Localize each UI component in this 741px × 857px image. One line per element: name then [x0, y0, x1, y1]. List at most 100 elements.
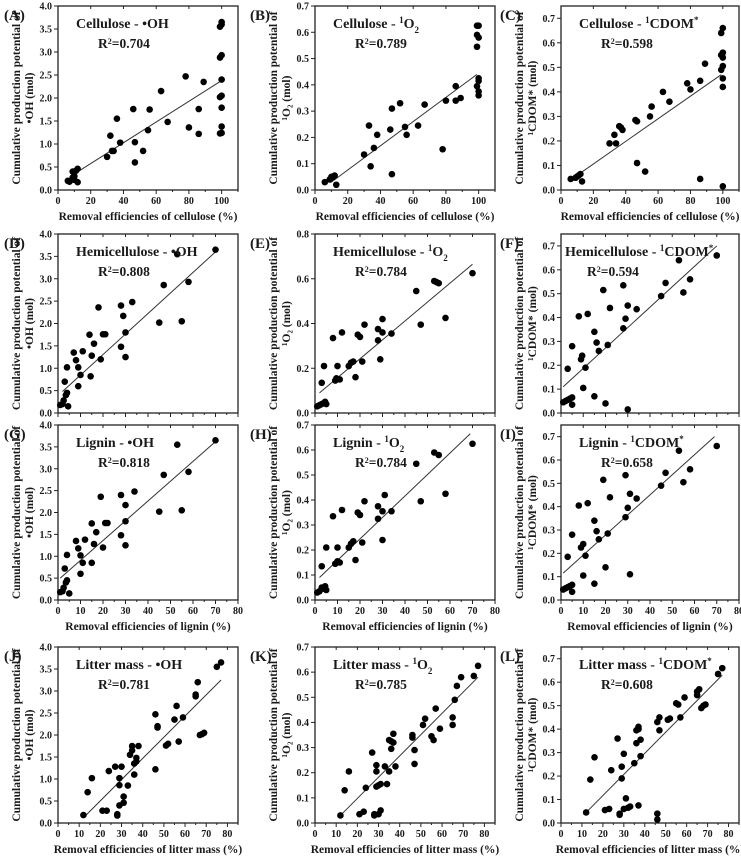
data-point — [120, 793, 127, 800]
data-point — [595, 347, 603, 355]
data-point — [575, 502, 583, 509]
x-tick-label: 70 — [468, 606, 478, 617]
data-point — [473, 82, 481, 90]
data-point — [417, 321, 425, 328]
title-main: Litter mass - — [333, 658, 412, 673]
data-point — [72, 537, 80, 545]
x-tick-label: 80 — [479, 829, 489, 840]
data-point — [101, 330, 109, 338]
panel-f: (F) 0.0 0.1 0.2 0.3 0.4 0.5 0.6 0.7 Cumulative pr… — [500, 233, 740, 420]
data-point — [411, 760, 418, 768]
data-point — [619, 126, 626, 134]
data-point — [635, 723, 642, 731]
y-tick-label: 0.3 — [543, 526, 556, 537]
y-tick-label: 0.5 — [543, 701, 556, 712]
x-tick-label: 80 — [724, 829, 734, 840]
r-squared-value: =0.789 — [369, 36, 407, 51]
y-axis-label-line2: ¹O₂ (mol) — [281, 712, 293, 757]
data-point — [432, 705, 440, 712]
y-tick-label: 2.5 — [40, 709, 53, 720]
x-tick-label: 70 — [703, 829, 713, 840]
data-point — [130, 771, 138, 778]
data-point — [587, 776, 594, 783]
data-point — [373, 761, 380, 769]
y-tick-label: 3.5 — [40, 665, 53, 676]
x-tick-label: 40 — [621, 196, 631, 207]
x-tick-label: 20 — [355, 606, 365, 617]
data-point — [103, 153, 111, 161]
x-tick-label: 60 — [653, 196, 663, 207]
data-point — [719, 83, 727, 91]
data-point — [719, 183, 727, 190]
title-species: O — [404, 17, 415, 32]
r-squared: R2=0.658 — [601, 455, 653, 470]
data-point — [178, 317, 186, 325]
data-point — [131, 488, 138, 495]
r-squared: R2=0.808 — [98, 264, 150, 279]
data-point — [419, 721, 427, 729]
data-point — [95, 304, 102, 311]
x-tick-label: 40 — [645, 606, 655, 617]
y-tick-label: 0.5 — [297, 693, 310, 704]
regression-line — [83, 679, 222, 819]
r-squared-value: =0.594 — [601, 264, 639, 279]
r-squared-value: =0.658 — [615, 455, 653, 470]
data-point — [622, 513, 629, 521]
x-tick-label: 70 — [201, 829, 211, 840]
r-squared-symbol: R — [601, 36, 611, 51]
y-axis-label-line2: •OH (mol) — [24, 709, 36, 760]
y-tick-label: 1.5 — [40, 341, 53, 352]
y-tick-label: 0.1 — [543, 161, 556, 172]
data-point — [414, 122, 422, 129]
regression-line — [576, 74, 722, 176]
data-point — [474, 662, 482, 670]
x-tick-label: 40 — [118, 196, 128, 207]
data-point — [103, 807, 111, 814]
x-tick-label: 30 — [117, 829, 127, 840]
r-squared: R2=0.784 — [355, 264, 407, 279]
data-point — [457, 94, 464, 102]
y-tick-label: 0.5 — [40, 574, 53, 585]
x-tick-label: 40 — [138, 829, 148, 840]
y-tick-label: 0.0 — [297, 819, 310, 830]
data-point — [213, 663, 221, 671]
data-point — [719, 75, 727, 82]
data-point — [331, 172, 338, 179]
data-point — [120, 799, 127, 807]
data-point — [171, 716, 178, 723]
r-squared-value: =0.598 — [615, 36, 653, 51]
data-point — [435, 279, 443, 287]
data-point — [606, 304, 614, 312]
y-tick-label: 1.0 — [40, 775, 53, 786]
x-tick-label: 60 — [690, 606, 700, 617]
data-point — [133, 754, 140, 762]
r-squared-value: =0.785 — [369, 677, 407, 692]
y-tick-label: 3.5 — [40, 442, 53, 453]
y-tick-label: 0.2 — [543, 772, 556, 783]
data-point — [417, 497, 425, 505]
data-point — [633, 495, 640, 502]
data-point — [411, 746, 418, 754]
data-point — [637, 752, 644, 760]
data-point — [154, 724, 161, 731]
data-point — [666, 715, 674, 722]
data-point — [435, 451, 443, 459]
data-point — [595, 536, 603, 543]
data-point — [654, 816, 661, 823]
data-point — [113, 812, 121, 819]
data-point — [475, 34, 482, 41]
title-species: CDOM — [664, 245, 708, 260]
y-axis-label-line2: ¹CDOM* (mol) — [527, 286, 539, 361]
data-point — [218, 123, 225, 130]
data-point — [99, 544, 107, 551]
title-main: Cellulose - — [76, 17, 142, 32]
x-tick-label: 50 — [416, 829, 426, 840]
data-point — [657, 292, 665, 300]
data-point — [110, 147, 117, 155]
data-point — [379, 315, 386, 323]
data-point — [117, 343, 125, 351]
y-tick-label: 3.5 — [40, 25, 53, 36]
data-point — [173, 702, 180, 710]
y-tick-label: 0.4 — [543, 725, 556, 736]
y-tick-label: 0.2 — [543, 361, 556, 372]
